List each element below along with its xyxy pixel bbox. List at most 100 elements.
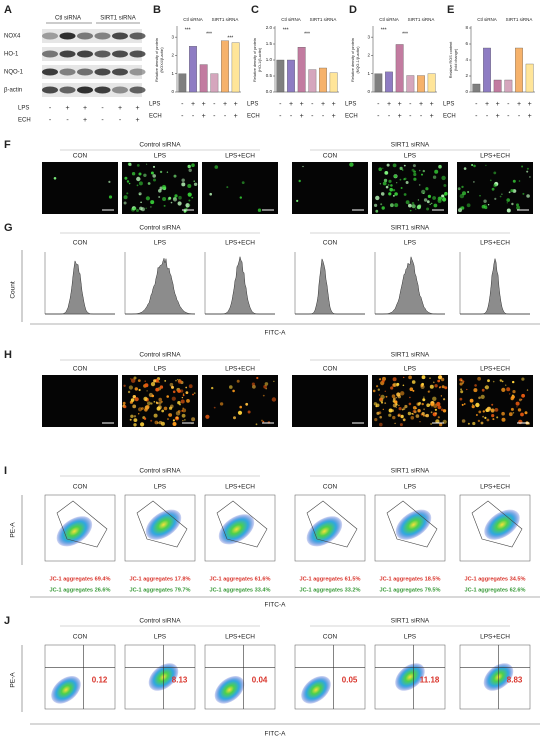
cell <box>130 207 136 212</box>
y-tick-label: 1 <box>171 71 174 76</box>
cell <box>177 401 181 405</box>
cell <box>440 408 444 412</box>
cell <box>409 396 411 399</box>
jc1-red: JC-1 aggregates 17.8% <box>130 576 191 582</box>
condition-label: CON <box>73 153 88 160</box>
cell <box>460 379 463 382</box>
panel-letter: G <box>4 222 13 234</box>
y-tick-label: 6 <box>465 41 468 46</box>
cell <box>296 199 299 202</box>
blot-band <box>129 68 146 76</box>
quadrant-percentage: 11.18 <box>420 675 440 684</box>
cell <box>491 403 494 406</box>
cell <box>229 385 233 389</box>
cell <box>143 417 147 420</box>
cell <box>431 406 433 408</box>
treatment-label: LPS <box>247 102 258 108</box>
treatment-sign: - <box>213 113 216 120</box>
cell <box>459 397 463 401</box>
panel-letter: I <box>4 465 7 477</box>
cell <box>489 179 492 182</box>
cell <box>427 194 431 198</box>
cell <box>425 413 429 418</box>
cell <box>463 403 466 405</box>
blot-band <box>94 32 111 40</box>
cell <box>492 418 495 421</box>
y-tick-label: 1.5 <box>266 41 273 46</box>
group-label: Control siRNA <box>139 468 181 475</box>
cell <box>255 423 258 426</box>
cell <box>444 386 448 390</box>
cell <box>166 395 169 398</box>
treatment-sign: - <box>279 113 282 120</box>
cell <box>134 387 138 391</box>
cell <box>136 209 139 212</box>
cell <box>521 165 524 168</box>
cell <box>411 380 416 384</box>
cell <box>508 412 513 417</box>
group-label: SIRT1 siRNA <box>391 142 430 149</box>
cell <box>443 184 447 187</box>
bar <box>483 47 491 93</box>
cell <box>219 402 224 406</box>
treatment-sign: - <box>192 113 195 120</box>
cell <box>172 197 178 202</box>
cell <box>133 376 137 380</box>
cell <box>466 388 468 391</box>
cell <box>108 195 113 199</box>
cell <box>188 384 193 389</box>
cell <box>389 187 394 192</box>
cell <box>413 170 416 173</box>
cell <box>182 407 185 410</box>
cell <box>437 416 440 419</box>
cell <box>423 198 428 202</box>
cell <box>427 390 431 393</box>
cell <box>176 378 179 381</box>
cell <box>150 402 153 405</box>
cell <box>187 164 191 169</box>
gate <box>306 500 358 548</box>
group-label: Ctl siRNA <box>55 16 81 22</box>
treatment-sign: - <box>486 113 489 120</box>
cell <box>395 397 397 399</box>
cell <box>472 403 474 405</box>
cell <box>386 163 390 167</box>
treatment-sign: + <box>528 101 532 108</box>
cell <box>174 194 178 198</box>
treatment-sign: - <box>181 113 184 120</box>
condition-label: LPS+ECH <box>480 153 510 160</box>
cell <box>402 418 406 422</box>
cell <box>379 415 383 419</box>
cell <box>378 167 383 171</box>
cell <box>126 192 129 195</box>
treatment-sign: + <box>387 101 391 108</box>
treatment-sign: + <box>485 101 489 108</box>
axis-title: Count <box>10 281 17 299</box>
treatment-sign: + <box>430 101 434 108</box>
bar <box>525 63 534 93</box>
cell <box>209 192 212 196</box>
group-label: SIRT1 siRNA <box>100 16 136 22</box>
cell <box>143 396 148 401</box>
treatment-sign: - <box>518 113 521 120</box>
cell <box>379 378 382 381</box>
condition-label: CON <box>73 634 88 641</box>
cell <box>423 408 425 411</box>
y-tick-label: 0 <box>367 89 370 94</box>
blot-band <box>42 50 58 58</box>
cell <box>185 203 190 208</box>
cell <box>251 382 255 386</box>
cell <box>180 399 185 404</box>
cell <box>384 402 387 404</box>
cell <box>424 414 427 417</box>
cell <box>396 182 398 184</box>
cell <box>529 176 531 178</box>
blot-band <box>59 68 76 76</box>
cell <box>130 414 134 418</box>
cell <box>145 207 147 209</box>
cell <box>140 422 145 427</box>
histogram <box>375 256 445 315</box>
cell <box>182 408 187 413</box>
panel-letter: H <box>4 349 12 361</box>
cell <box>392 403 397 408</box>
